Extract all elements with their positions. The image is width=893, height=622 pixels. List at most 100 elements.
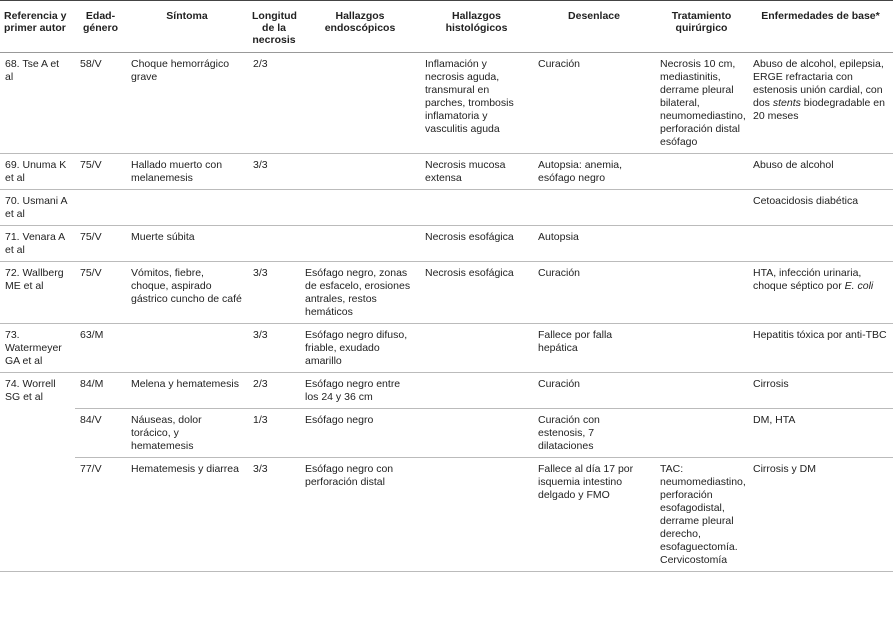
table-cell: Vómitos, fiebre, choque, aspirado gástri… — [126, 261, 248, 324]
table-cell: Necrosis mucosa extensa — [420, 153, 533, 190]
table-cell: Cirrosis y DM — [748, 457, 893, 572]
column-header: Hallazgos histológicos — [420, 0, 533, 53]
table-row: 70. Usmani A et al Cetoacidosis diabética — [0, 189, 893, 226]
column-header: Tratamiento quirúrgico — [655, 0, 748, 53]
table-cell — [533, 189, 655, 226]
table-cell: Esófago negro, zonas de esfacelo, erosio… — [300, 261, 420, 324]
table-cell: 3/3 — [248, 261, 300, 324]
table-cell: 75/V — [75, 225, 126, 262]
table-cell: Cirrosis — [748, 372, 893, 409]
table-cell — [655, 189, 748, 226]
table-cell: 1/3 — [248, 408, 300, 458]
table-body: 68. Tse A et al 58/V Choque hemorrágico gr… — [0, 52, 893, 572]
table-cell — [655, 323, 748, 373]
table-cell: TAC: neumomediastino, perforación esofag… — [655, 457, 748, 572]
column-header: Edad-género — [75, 0, 126, 53]
table-cell: 69. Unuma K et al — [0, 153, 75, 190]
table-cell: 75/V — [75, 261, 126, 324]
table-cell: 68. Tse A et al — [0, 52, 75, 154]
table-cell — [420, 372, 533, 409]
table-cell — [655, 372, 748, 409]
table-cell — [248, 189, 300, 226]
table-row: 71. Venara A et al 75/V Muerte súbita Necro… — [0, 225, 893, 262]
table-cell: Autopsia — [533, 225, 655, 262]
column-header: Longitud de la necrosis — [248, 0, 300, 53]
table-cell: 70. Usmani A et al — [0, 189, 75, 226]
table-cell: Fallece al día 17 por isquemia intestino… — [533, 457, 655, 572]
table-cell: Hematemesis y diarrea — [126, 457, 248, 572]
table-cell — [126, 189, 248, 226]
table-cell: Curación — [533, 261, 655, 324]
column-header: Desenlace — [533, 0, 655, 53]
header-row: Referencia y primer autor Edad-género Sínt… — [0, 0, 893, 53]
table-cell — [300, 52, 420, 154]
cell-text: stents — [772, 97, 801, 109]
table-cell: 84/M — [75, 372, 126, 409]
table-cell: Melena y hematemesis — [126, 372, 248, 409]
table-cell: Necrosis esofágica — [420, 225, 533, 262]
table-cell: Necrosis esofágica — [420, 261, 533, 324]
table-cell: Autopsia: anemia, esófago negro — [533, 153, 655, 190]
table-cell — [655, 408, 748, 458]
table-cell: 58/V — [75, 52, 126, 154]
table-cell: DM, HTA — [748, 408, 893, 458]
table-cell — [420, 189, 533, 226]
table-row: 68. Tse A et al 58/V Choque hemorrágico gr… — [0, 52, 893, 154]
table-cell: Náuseas, dolor torácico, y hematemesis — [126, 408, 248, 458]
table-cell: Curación — [533, 372, 655, 409]
table-cell: HTA, infección urinaria, choque séptico … — [748, 261, 893, 324]
cell-text: E. coli — [844, 280, 874, 292]
table-cell: 77/V — [75, 457, 126, 572]
cell-text: biodegradable en 20 meses — [753, 97, 885, 122]
table-row: 73. Watermeyer GA et al 63/M 3/3 Esófago ne… — [0, 323, 893, 373]
table-cell: Hepatitis tóxica por anti-TBC — [748, 323, 893, 373]
table-cell: Abuso de alcohol, epilepsia, ERGE refrac… — [748, 52, 893, 154]
table-cell: Hallado muerto con melanemesis — [126, 153, 248, 190]
table-cell: 2/3 — [248, 52, 300, 154]
table-cell: Esófago negro difuso, friable, exudado a… — [300, 323, 420, 373]
table-cell: Fallece por falla hepática — [533, 323, 655, 373]
table-cell: Esófago negro entre los 24 y 36 cm — [300, 372, 420, 409]
table-cell — [300, 153, 420, 190]
table-cell: 3/3 — [248, 323, 300, 373]
table-cell — [126, 323, 248, 373]
column-header: Enfermedades de base* — [748, 0, 893, 53]
table-cell: Necrosis 10 cm, mediastinitis, derrame p… — [655, 52, 748, 154]
column-header: Síntoma — [126, 0, 248, 53]
table-cell — [300, 225, 420, 262]
table-cell: 2/3 — [248, 372, 300, 409]
table-cell — [300, 189, 420, 226]
table-cell — [655, 261, 748, 324]
table-cell: Curación con estenosis, 7 dilataciones — [533, 408, 655, 458]
table-cell: 72. Wallberg ME et al — [0, 261, 75, 324]
table-cell — [248, 225, 300, 262]
table-cell: Choque hemorrágico grave — [126, 52, 248, 154]
table-header: Referencia y primer autor Edad-género Sínt… — [0, 0, 893, 53]
table-cell: 3/3 — [248, 153, 300, 190]
table-row: 74. Worrell SG et al 84/M Melena y hematem… — [0, 372, 893, 572]
table-cell: 71. Venara A et al — [0, 225, 75, 262]
table-cell — [748, 225, 893, 262]
table-cell: 74. Worrell SG et al — [0, 372, 75, 572]
table-cell: Cetoacidosis diabética — [748, 189, 893, 226]
table-row: 72. Wallberg ME et al 75/V Vómitos, fiebre… — [0, 261, 893, 324]
table: Referencia y primer autor Edad-género Sínt… — [0, 0, 893, 572]
table-cell: Muerte súbita — [126, 225, 248, 262]
cell-text: Abuso de alcohol, epilepsia, ERGE refrac… — [753, 58, 884, 109]
table-cell: 75/V — [75, 153, 126, 190]
column-header: Referencia y primer autor — [0, 0, 75, 53]
table-cell: 84/V — [75, 408, 126, 458]
table-cell — [420, 457, 533, 572]
table-cell: Esófago negro con perforación distal — [300, 457, 420, 572]
table-cell — [655, 153, 748, 190]
table-row: 69. Unuma K et al 75/V Hallado muerto con … — [0, 153, 893, 190]
table-cell — [420, 408, 533, 458]
table-cell: Inflamación y necrosis aguda, transmural… — [420, 52, 533, 154]
cell-text: HTA, infección urinaria, choque séptico … — [753, 267, 862, 292]
table-cell: 63/M — [75, 323, 126, 373]
column-header: Hallazgos endoscópicos — [300, 0, 420, 53]
table-cell: 3/3 — [248, 457, 300, 572]
table-row: 77/V Hematemesis y diarrea 3/3 Esófago negr… — [0, 457, 893, 572]
table-cell: Abuso de alcohol — [748, 153, 893, 190]
